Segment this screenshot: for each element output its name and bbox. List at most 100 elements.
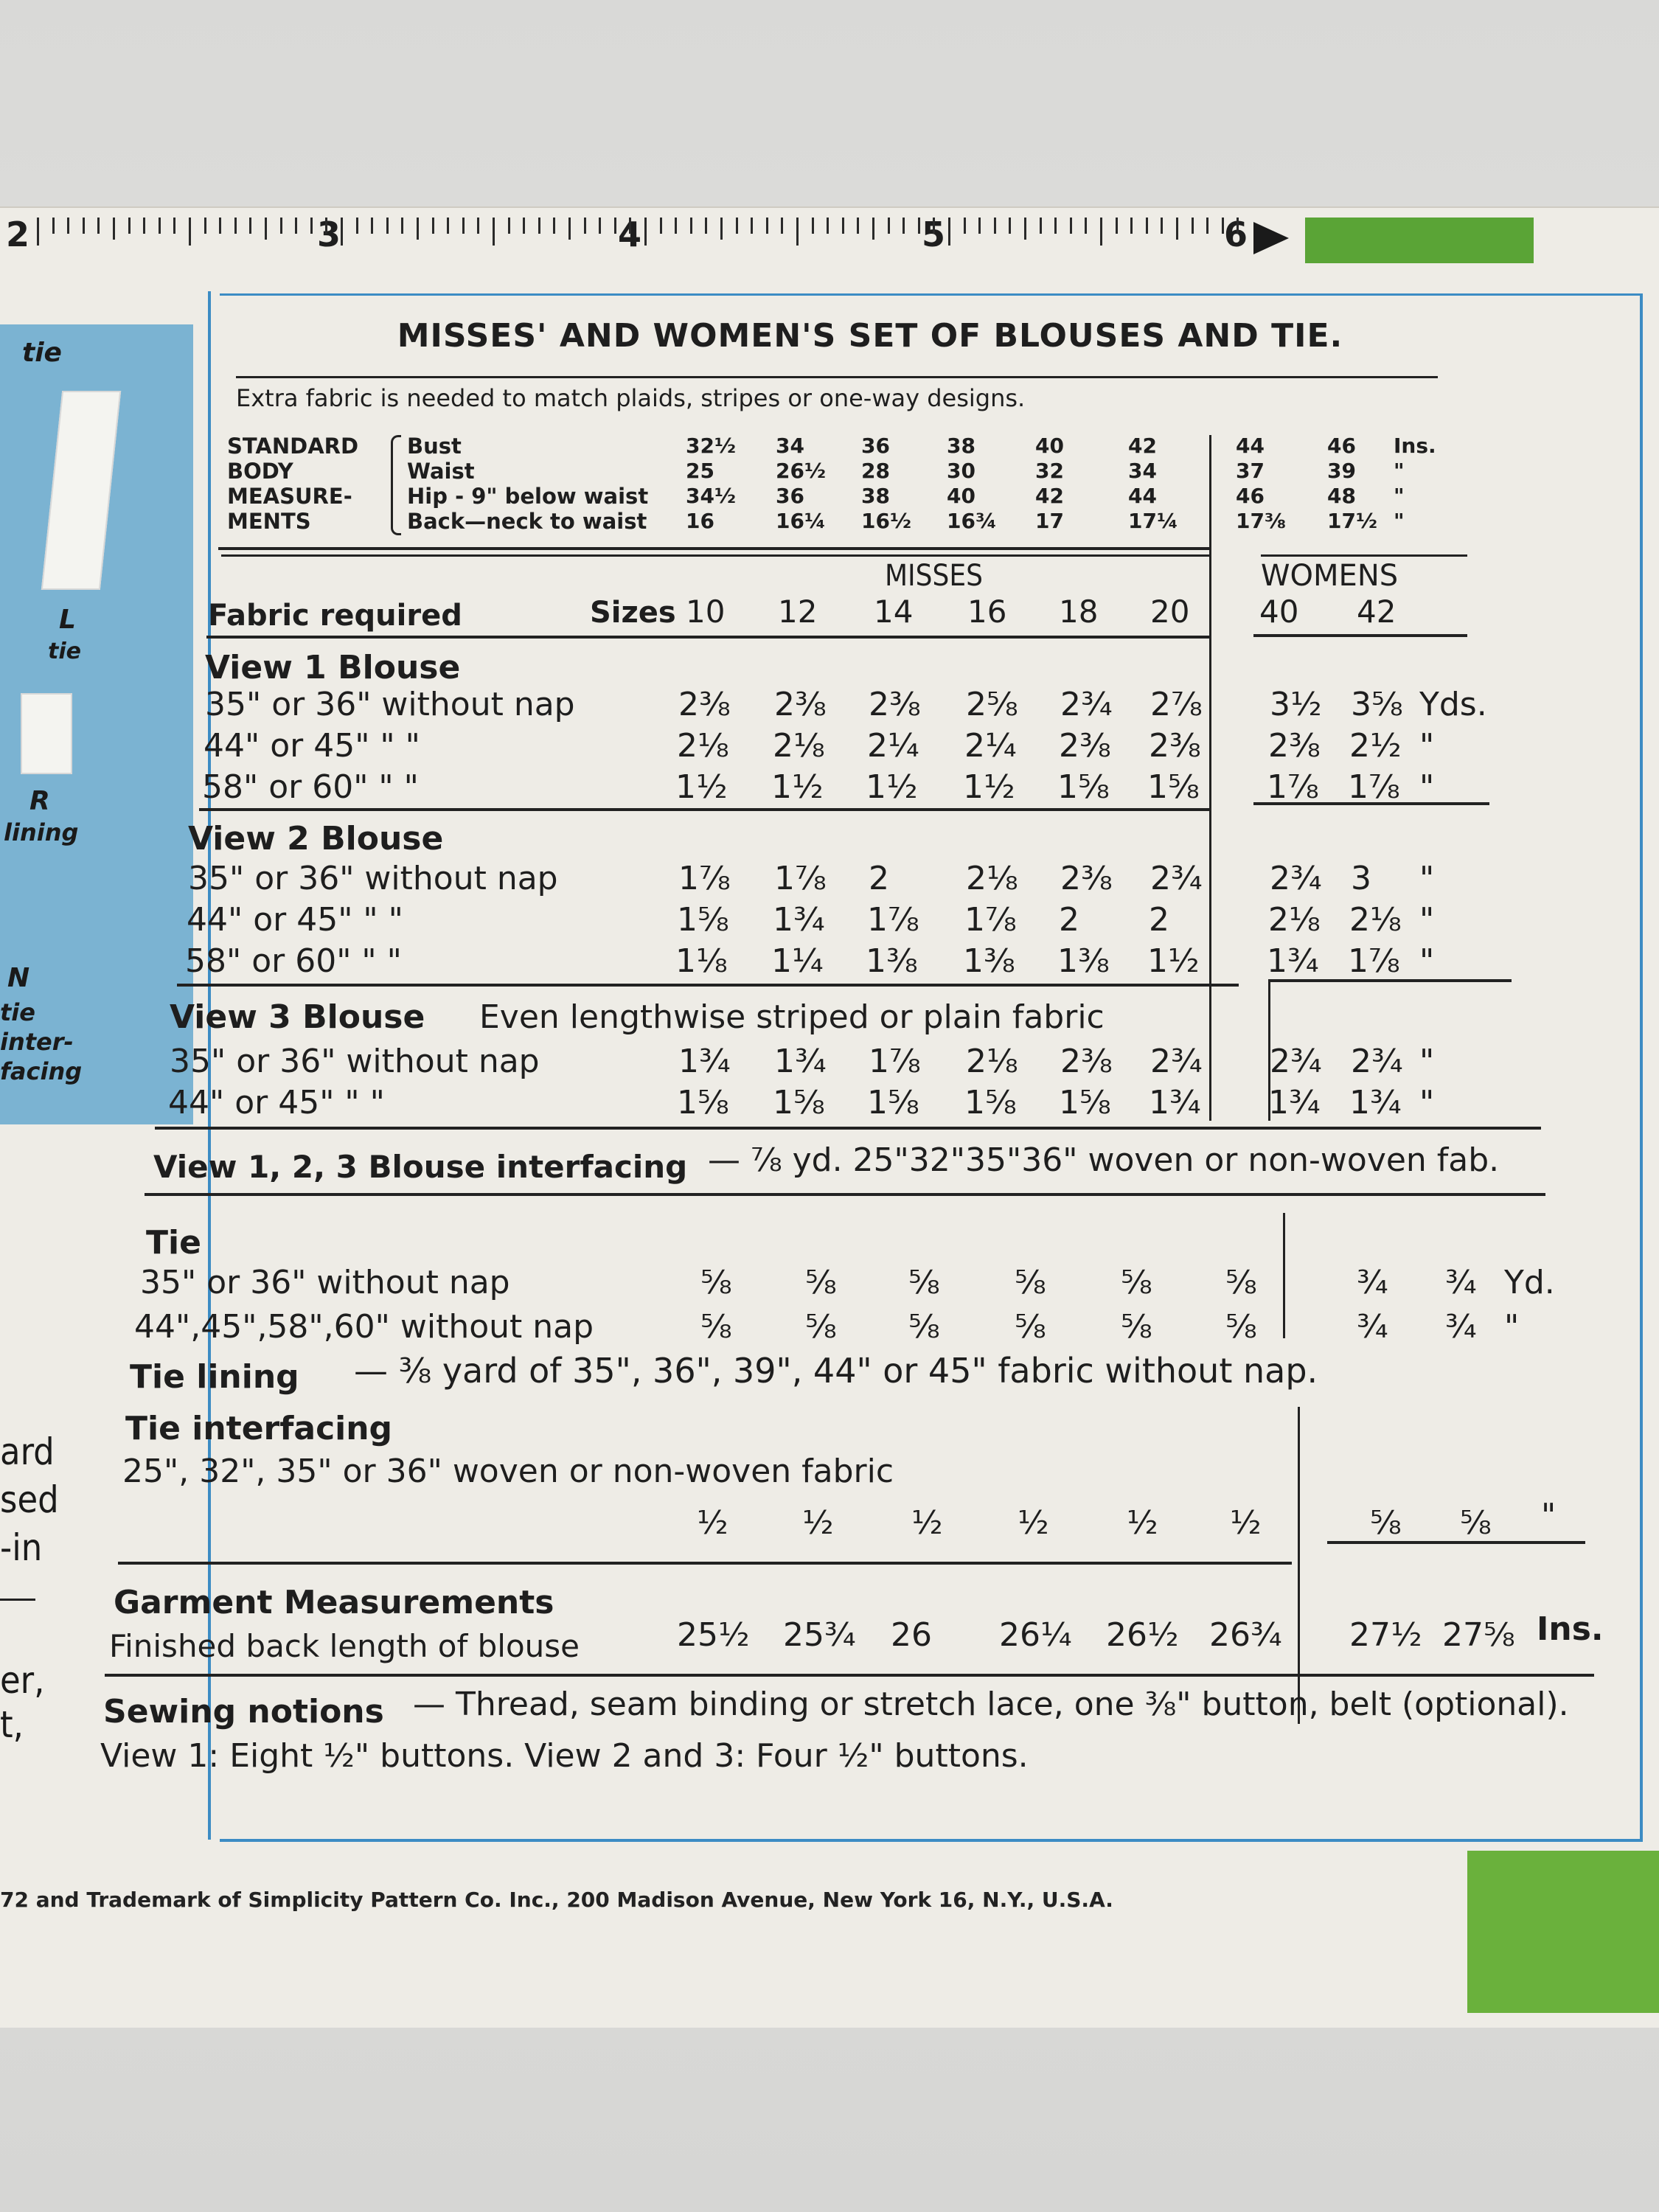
womens-divider: [1209, 435, 1211, 1121]
divider: [1253, 802, 1489, 805]
measurement-value: 38: [947, 434, 975, 458]
measurement-value: 26½: [776, 459, 826, 483]
ruler-tick: [933, 218, 936, 234]
measurement-value: 38: [861, 484, 890, 508]
ruler-tick: [447, 218, 450, 234]
ruler-tick: [355, 218, 358, 234]
yardage-value: 1⅞: [774, 860, 827, 897]
ruler-tick: [234, 218, 237, 234]
ruler-tick: [1237, 218, 1239, 234]
cropped-text: ard: [0, 1430, 55, 1473]
yardage-value: 2: [869, 860, 889, 897]
piece-label: lining: [4, 818, 79, 846]
yardage-value: ⅝: [805, 1308, 837, 1346]
yardage-value: ⅝: [1015, 1264, 1046, 1301]
garment-value: 26: [891, 1616, 932, 1654]
sizes-label: Sizes: [590, 596, 676, 630]
size-header: 16: [967, 594, 1007, 630]
cropped-text: -in: [0, 1526, 43, 1569]
measurement-value: 42: [1128, 434, 1157, 458]
ruler-arrow-icon: [1253, 222, 1289, 254]
ruler-tick: [493, 218, 495, 246]
brace: [391, 435, 401, 535]
ruler-tick: [477, 218, 480, 234]
interfacing-text: — ⅞ yd. 25"32"35"36" woven or non-woven …: [708, 1141, 1500, 1179]
yardage-value: 2⅝: [966, 686, 1018, 723]
measurement-value: 34½: [686, 484, 736, 508]
fabric-width-label: 58" or 60" " ": [185, 942, 402, 980]
tie-fabric-label: 44",45",58",60" without nap: [134, 1308, 594, 1346]
fabric-width-label: 44" or 45" " ": [204, 727, 420, 765]
ruler-tick: [659, 218, 662, 234]
ruler-tick: [249, 218, 252, 234]
yardage-value: 2¾: [1270, 1043, 1322, 1080]
ruler-tick: [52, 218, 55, 234]
unit-label: ": [1419, 1043, 1435, 1080]
ruler-tick: [948, 218, 950, 246]
yardage-value: 1¾: [1268, 1084, 1321, 1121]
ruler-tick: [113, 218, 115, 240]
yardage-value: 1⅝: [867, 1084, 919, 1121]
ruler-tick: [1191, 218, 1194, 234]
divider: [155, 1127, 1541, 1130]
yardage-value: 1¾: [774, 1043, 827, 1080]
ruler-tick: [1054, 218, 1057, 234]
yardage-value: 1¼: [771, 942, 824, 980]
yardage-value: 2⅛: [1349, 901, 1402, 939]
divider: [218, 547, 1209, 550]
yardage-value: 1⅞: [678, 860, 731, 897]
garment-value: 26¾: [1209, 1616, 1282, 1654]
womens-label: WOMENS: [1261, 559, 1399, 593]
measurement-value: 28: [861, 459, 890, 483]
ruler-tick: [128, 218, 131, 234]
measurement-value: 17: [1035, 509, 1064, 533]
yardage-value: 2⅛: [966, 1043, 1018, 1080]
measurement-value: 17⅜: [1236, 509, 1286, 533]
ruler-tick: [1176, 218, 1178, 240]
measurement-value: 42: [1035, 484, 1064, 508]
yardage-value: ½: [911, 1504, 943, 1542]
measurement-value: 30: [947, 459, 975, 483]
piece-label: tie: [48, 639, 81, 664]
yardage-value: 1¾: [678, 1043, 731, 1080]
unit-label: ": [1419, 942, 1435, 980]
divider: [1253, 634, 1467, 637]
yardage-value: 1⅜: [963, 942, 1015, 980]
green-band: [1305, 218, 1534, 263]
ruler-tick: [1069, 218, 1072, 234]
yardage-value: 2⅜: [1149, 727, 1201, 765]
notions-line2: View 1: Eight ½" buttons. View 2 and 3: …: [100, 1737, 1029, 1775]
ruler-tick: [720, 218, 723, 240]
unit-label: ": [1541, 1497, 1557, 1534]
yardage-value: 1½: [771, 768, 824, 806]
measurement-value: 16¾: [947, 509, 997, 533]
garment-value: 27⅝: [1442, 1616, 1515, 1654]
notions-title: Sewing notions: [103, 1693, 384, 1731]
yardage-value: 2: [1059, 901, 1079, 939]
measurement-value: 44: [1128, 484, 1157, 508]
ruler-tick: [1100, 218, 1102, 246]
column-divider: [1283, 1213, 1285, 1338]
yardage-value: ¾: [1445, 1264, 1477, 1301]
cropped-text: [0, 1599, 35, 1608]
fabric-width-label: 44" or 45" " ": [168, 1084, 385, 1121]
yardage-value: ½: [802, 1504, 834, 1542]
ruler-tick: [82, 218, 85, 234]
cropped-text: er,: [0, 1659, 45, 1702]
piece-label: N: [7, 963, 30, 993]
view1-title: View 1 Blouse: [205, 649, 461, 686]
ruler-tick: [1145, 218, 1148, 234]
measurement-value: 16: [686, 509, 714, 533]
ruler-tick: [811, 218, 814, 234]
yardage-value: ⅝: [1370, 1504, 1402, 1542]
measurement-value: 32½: [686, 434, 736, 458]
misses-label: MISSES: [885, 559, 983, 593]
yardage-value: ¾: [1445, 1308, 1477, 1346]
measurement-value: 32: [1035, 459, 1064, 483]
tie-lining-title: Tie lining: [130, 1358, 299, 1396]
piece-label: facing: [0, 1057, 83, 1085]
yardage-value: 1¾: [1267, 942, 1319, 980]
group-label: MENTS: [227, 509, 311, 534]
divider: [118, 1562, 1292, 1565]
ruler-tick: [538, 218, 540, 234]
